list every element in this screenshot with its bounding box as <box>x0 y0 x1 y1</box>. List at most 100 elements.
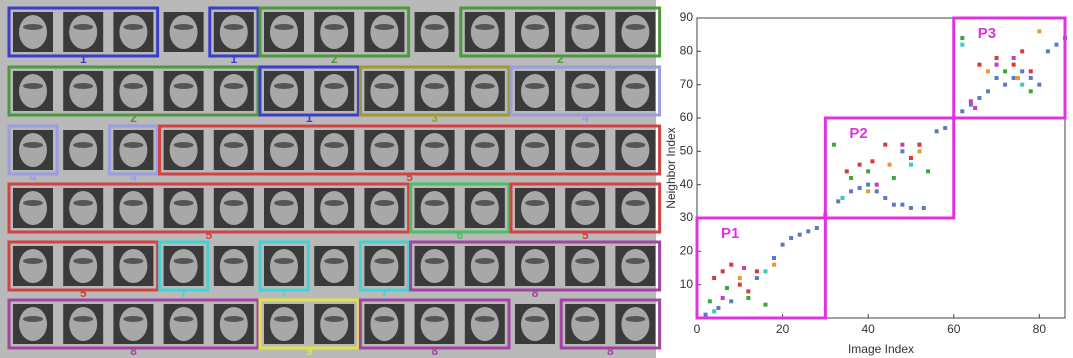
point <box>866 183 870 187</box>
point <box>986 89 990 93</box>
point <box>1003 69 1007 73</box>
cluster-label: 8 <box>532 286 539 300</box>
point <box>755 269 759 273</box>
face-eyes <box>274 24 294 30</box>
face <box>220 307 248 341</box>
point <box>1020 83 1024 87</box>
face <box>521 133 549 167</box>
face-eyes <box>475 316 495 322</box>
point <box>1012 63 1016 67</box>
point <box>995 76 999 80</box>
face <box>320 249 348 283</box>
face <box>119 15 147 49</box>
face <box>170 74 198 108</box>
point <box>960 43 964 47</box>
face <box>119 74 147 108</box>
face-eyes <box>174 142 194 148</box>
face-eyes <box>123 83 143 89</box>
face-eyes <box>374 200 394 206</box>
face-eyes <box>374 316 394 322</box>
point <box>1029 89 1033 93</box>
point <box>746 296 750 300</box>
face <box>19 191 47 225</box>
face-eyes <box>274 83 294 89</box>
y-axis-label: Neighbor Index <box>664 127 678 208</box>
face <box>421 307 449 341</box>
face-eyes <box>23 258 43 264</box>
cluster-label: 5 <box>582 228 589 242</box>
cluster-label: 8 <box>130 344 137 358</box>
region-label: P3 <box>978 25 996 42</box>
face-eyes <box>525 200 545 206</box>
figure: Image Index Neighbor Index 1122213444556… <box>0 0 1073 358</box>
page: Image Index Neighbor Index 1122213444556… <box>0 0 1073 358</box>
cluster-label: 4 <box>30 170 37 184</box>
x-tick-label: 0 <box>694 322 701 336</box>
point <box>1029 69 1033 73</box>
face <box>370 15 398 49</box>
point <box>772 263 776 267</box>
face-eyes <box>23 200 43 206</box>
face <box>521 15 549 49</box>
face <box>170 15 198 49</box>
face-eyes <box>274 142 294 148</box>
point <box>742 266 746 270</box>
face-eyes <box>274 316 294 322</box>
x-tick-label: 20 <box>776 322 790 336</box>
face <box>370 74 398 108</box>
point <box>712 276 716 280</box>
point <box>900 203 904 207</box>
point <box>900 149 904 153</box>
face <box>69 74 97 108</box>
face-eyes <box>123 142 143 148</box>
cluster-label: 9 <box>306 344 313 358</box>
point <box>995 56 999 60</box>
point <box>943 126 947 130</box>
face-eyes <box>425 83 445 89</box>
face-eyes <box>575 24 595 30</box>
face-eyes <box>525 24 545 30</box>
face-eyes <box>224 200 244 206</box>
point <box>806 229 810 233</box>
face <box>69 307 97 341</box>
face <box>170 249 198 283</box>
cluster-label: 2 <box>557 52 564 66</box>
point <box>712 309 716 313</box>
point <box>708 299 712 303</box>
cluster-label: 7 <box>180 286 187 300</box>
point <box>772 256 776 260</box>
point <box>1029 76 1033 80</box>
cluster-label: 4 <box>130 170 137 184</box>
face-eyes <box>174 258 194 264</box>
face <box>69 133 97 167</box>
face-eyes <box>174 24 194 30</box>
face-eyes <box>525 142 545 148</box>
face <box>621 307 649 341</box>
face-eyes <box>324 200 344 206</box>
face <box>370 191 398 225</box>
x-axis-label: Image Index <box>848 342 914 356</box>
y-tick-label: 30 <box>680 210 694 224</box>
point <box>729 299 733 303</box>
face <box>521 74 549 108</box>
face <box>571 307 599 341</box>
face-eyes <box>625 24 645 30</box>
cluster-label: 2 <box>130 111 137 125</box>
point <box>836 199 840 203</box>
face-eyes <box>425 316 445 322</box>
face-eyes <box>374 258 394 264</box>
point <box>716 306 720 310</box>
face <box>571 133 599 167</box>
face-eyes <box>625 142 645 148</box>
region-label: P1 <box>721 225 739 242</box>
point <box>721 296 725 300</box>
point <box>922 206 926 210</box>
face-eyes <box>23 142 43 148</box>
face-eyes <box>73 142 93 148</box>
face-eyes <box>324 24 344 30</box>
face <box>270 307 298 341</box>
point <box>832 143 836 147</box>
point <box>1054 43 1058 47</box>
face <box>471 249 499 283</box>
face <box>270 74 298 108</box>
